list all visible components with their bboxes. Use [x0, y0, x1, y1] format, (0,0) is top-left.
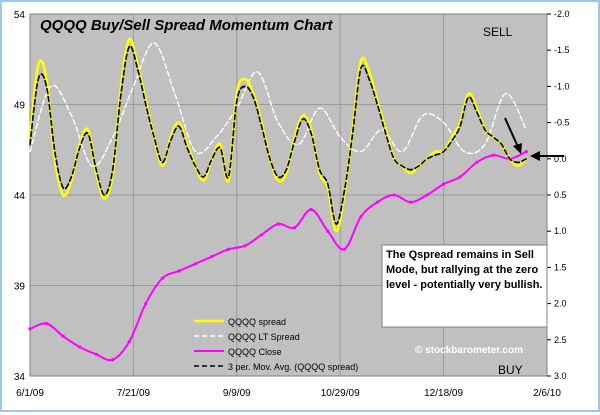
buy-label: BUY — [498, 363, 523, 377]
right-axis-tick-label: -1.0 — [554, 81, 570, 91]
series-layer — [28, 37, 528, 362]
close-point — [359, 215, 363, 219]
close-point — [260, 233, 264, 237]
chart: QQQQ Buy/Sell Spread Momentum Chart SELL… — [14, 9, 570, 399]
callout-box — [381, 244, 548, 328]
left-axis-tick-label: 34 — [14, 372, 26, 383]
chart-title: QQQQ Buy/Sell Spread Momentum Chart — [40, 17, 334, 34]
x-tick-label: 9/9/09 — [223, 388, 251, 399]
close-point — [160, 276, 164, 280]
callout-text: The Qspread remains in Sell Mode, but ra… — [386, 249, 543, 291]
close-point — [293, 226, 297, 230]
x-tick-label: 6/1/09 — [16, 388, 44, 399]
legend-label-spread: QQQQ spread — [228, 317, 286, 327]
close-point — [491, 153, 495, 157]
close-point — [78, 345, 82, 349]
close-point — [61, 334, 65, 338]
close-point — [392, 193, 396, 197]
left-axis-ticks: 54 49 44 39 34 — [14, 10, 26, 383]
x-axis-ticks: 6/1/09 7/21/09 9/9/09 10/29/09 12/18/09 2/6/1… — [16, 388, 561, 399]
close-point — [425, 193, 429, 197]
left-axis-tick-label: 44 — [14, 191, 26, 202]
x-tick-label: 12/18/09 — [424, 388, 463, 399]
right-axis-tick-label: 0.5 — [554, 190, 567, 200]
right-axis-tick-label: -2.0 — [554, 9, 570, 19]
close-point — [408, 200, 413, 204]
close-point — [28, 327, 32, 331]
close-point — [442, 182, 446, 186]
right-axis-tick-label: 1.0 — [554, 226, 567, 236]
zero-level-arrow-icon — [530, 151, 564, 161]
close-point — [44, 321, 49, 326]
right-axis-tick-label: 3.0 — [554, 371, 567, 381]
legend-label-mov-avg: 3 per. Mov. Avg. (QQQQ spread) — [228, 362, 358, 372]
series-line-mov-avg — [29, 45, 528, 225]
close-point — [94, 352, 98, 356]
close-point — [177, 269, 181, 273]
close-point — [342, 247, 346, 251]
legend-label-close: QQQQ Close — [228, 347, 282, 357]
left-axis-tick-label: 54 — [14, 10, 26, 21]
x-tick-label: 2/6/10 — [533, 388, 561, 399]
legend: QQQQ spread QQQQ LT Spread QQQQ Close 3 … — [194, 317, 358, 372]
close-point — [193, 262, 197, 266]
right-axis-tick-label: -1.5 — [554, 45, 570, 55]
right-axis-tick-label: 1.5 — [554, 262, 567, 272]
x-tick-label: 10/29/09 — [321, 388, 360, 399]
trend-arrow-icon — [504, 117, 522, 154]
close-point — [276, 222, 280, 226]
close-point — [127, 340, 131, 344]
close-point — [144, 302, 148, 306]
left-axis-tick-label: 39 — [14, 282, 26, 293]
x-tick-label: 7/21/09 — [117, 388, 151, 399]
left-axis-tick-label: 49 — [14, 101, 26, 112]
right-axis-ticks: -2.0 -1.5 -1.0 -0.5 0.0 0.5 1.0 1.5 2.0 2.5 3.0 — [547, 9, 570, 381]
right-axis-tick-label: 2.0 — [554, 299, 567, 309]
close-point — [111, 358, 115, 362]
close-point — [226, 247, 231, 251]
right-axis-tick-label: 2.5 — [554, 335, 567, 345]
close-point — [458, 175, 462, 179]
series-line-lt-spread — [29, 42, 527, 168]
right-axis-tick-label: -0.5 — [554, 118, 570, 128]
close-point — [375, 200, 379, 204]
credit-text: © stockbarometer.com — [415, 345, 523, 356]
close-point — [309, 207, 313, 212]
close-point — [243, 244, 247, 248]
sell-label: SELL — [483, 25, 513, 39]
close-point — [475, 160, 479, 164]
legend-label-lt-spread: QQQQ LT Spread — [228, 332, 300, 342]
close-point — [326, 229, 330, 233]
close-point — [524, 150, 528, 154]
close-point — [210, 254, 214, 259]
right-axis-tick-label: 0.0 — [554, 154, 567, 164]
